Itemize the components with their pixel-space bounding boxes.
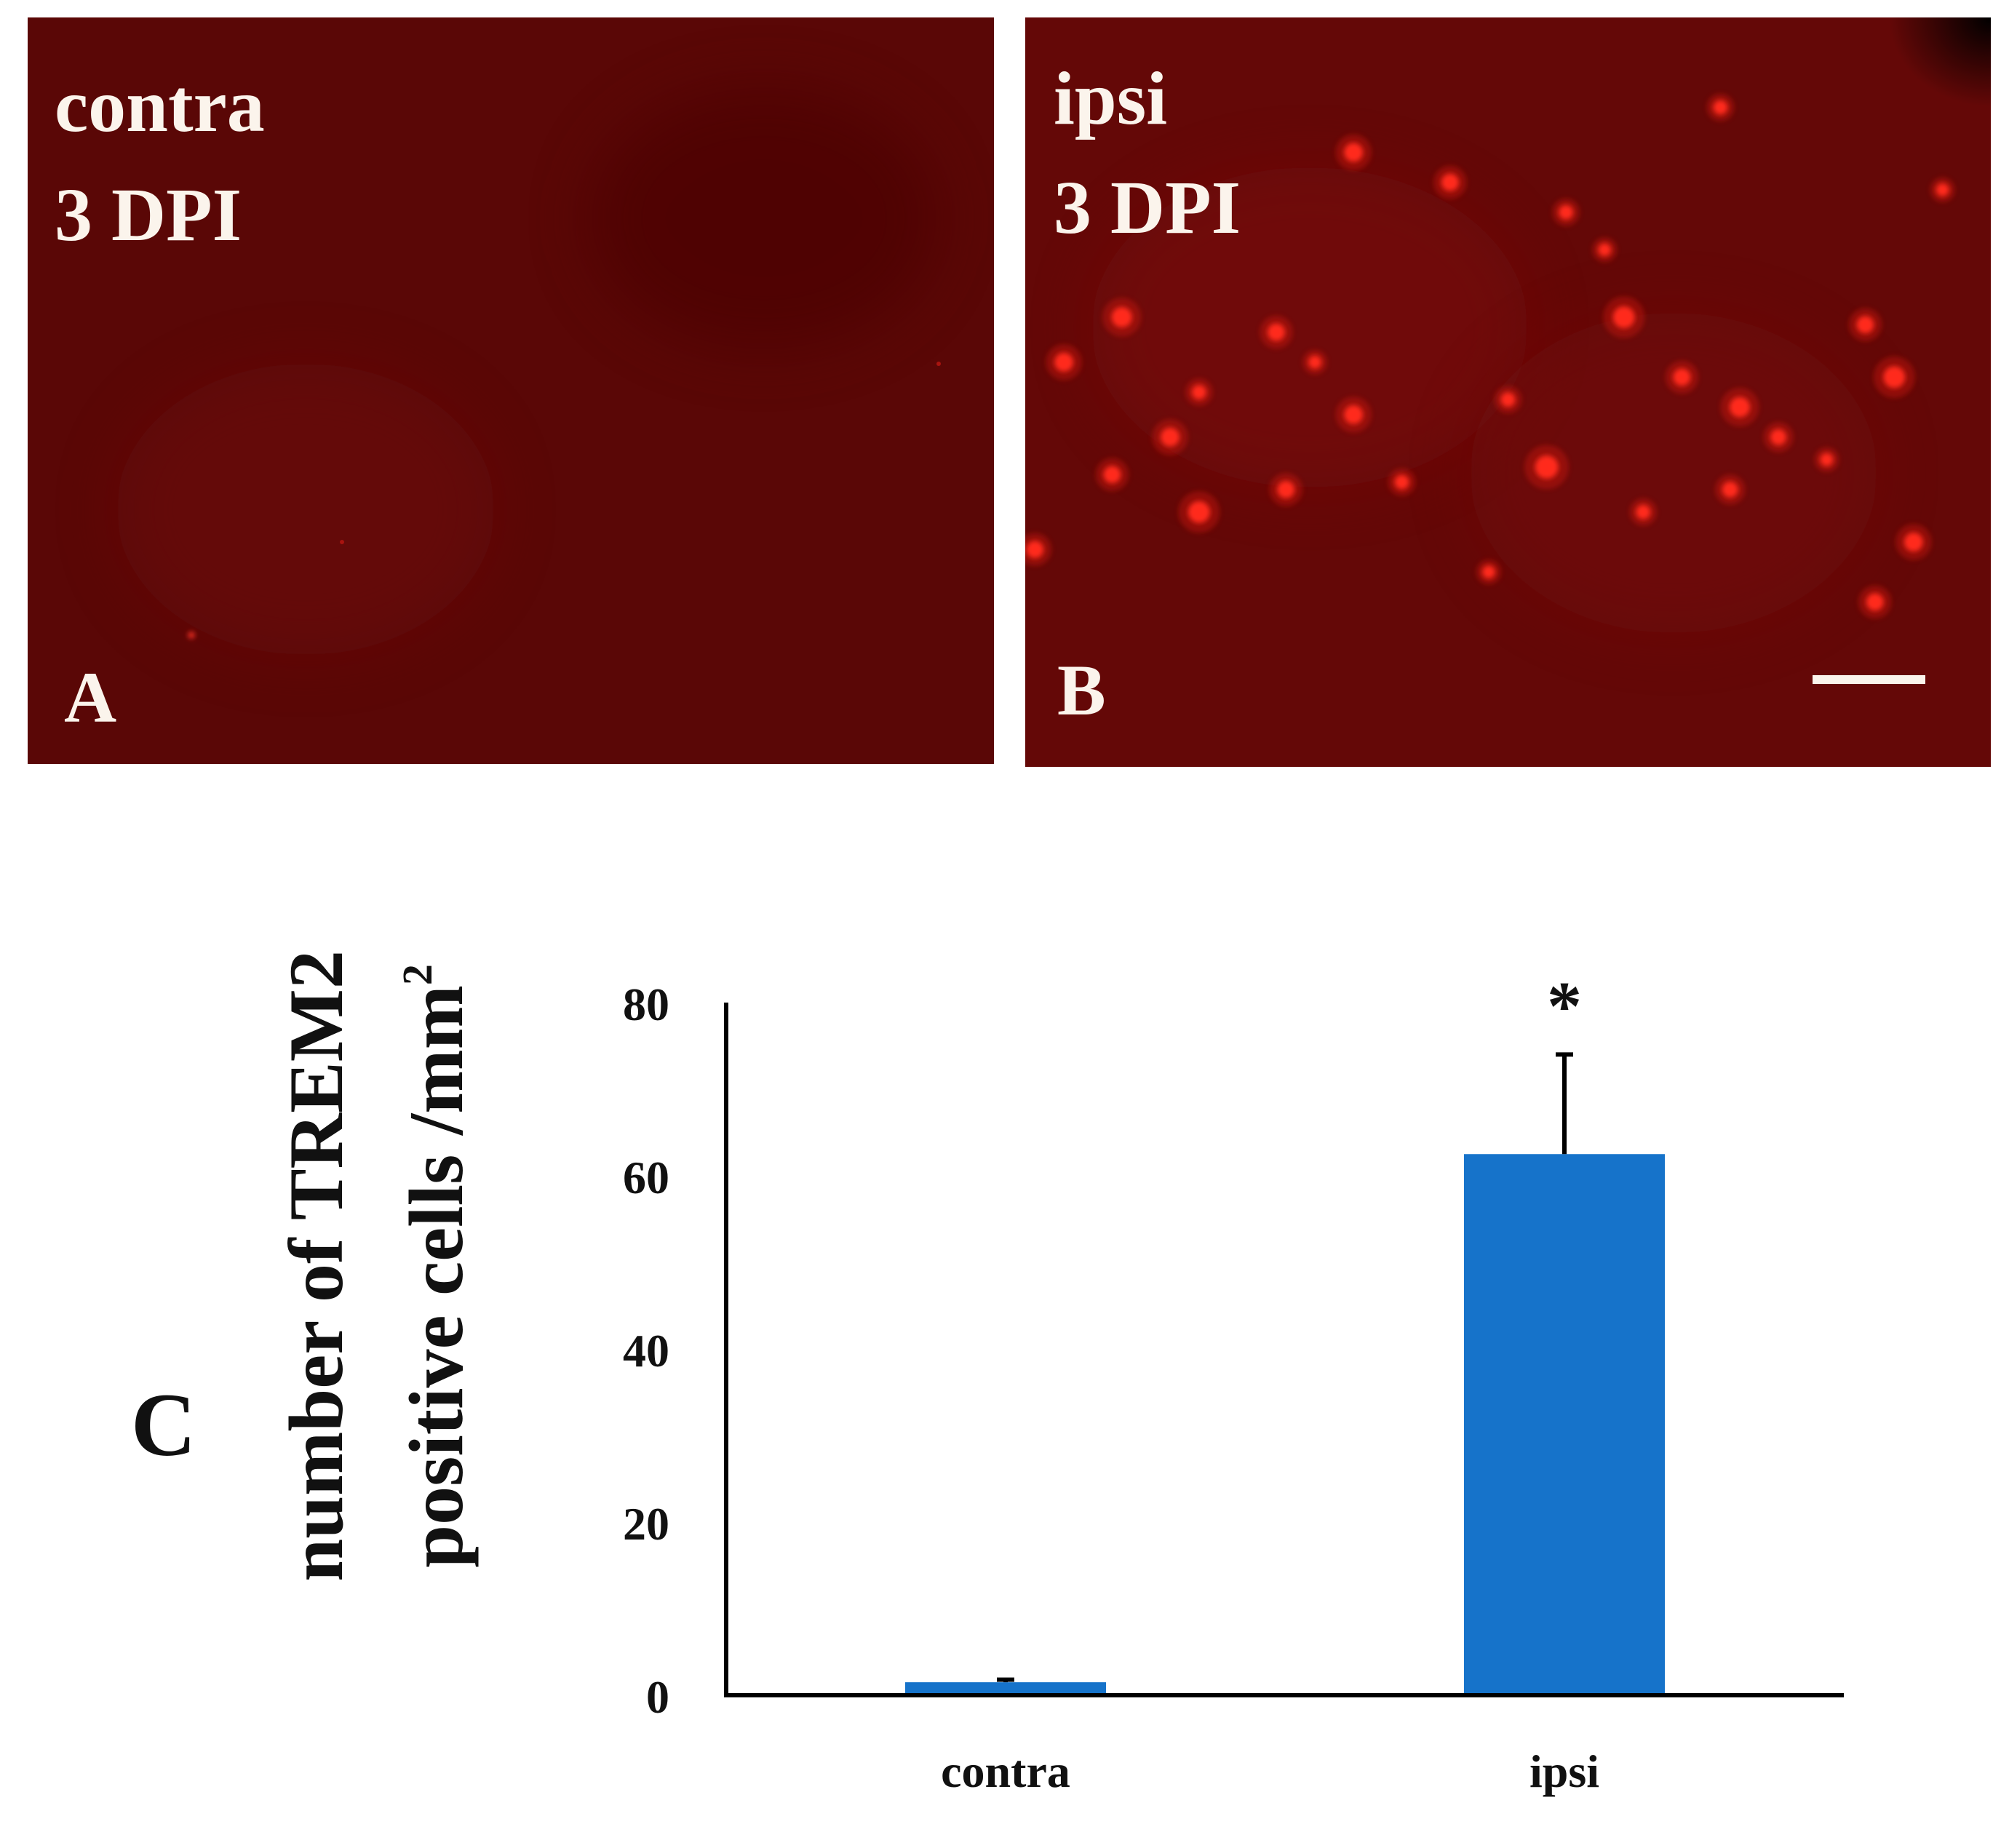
speck xyxy=(340,540,344,544)
panel-a-letter: A xyxy=(64,657,116,738)
x-tick-label-ipsi: ipsi xyxy=(1529,1745,1599,1797)
trem2-cell xyxy=(1441,173,1459,191)
trem2-cell xyxy=(1191,385,1206,399)
bar-contra xyxy=(905,1682,1106,1695)
trem2-cell xyxy=(1188,501,1210,523)
y-tick-label: 0 xyxy=(646,1671,669,1723)
trem2-cell xyxy=(1559,204,1574,220)
y-axis-title-line2: positive cells /mm2 xyxy=(394,964,479,1568)
trem2-cell xyxy=(1856,316,1874,334)
trem2-cell xyxy=(1713,100,1728,115)
trem2-cell xyxy=(1277,480,1295,498)
tissue-haze xyxy=(1091,167,1528,487)
trem2-cell xyxy=(1883,366,1906,389)
trem2-cell xyxy=(1344,143,1364,162)
trem2-cell xyxy=(1481,565,1495,579)
tissue-haze xyxy=(589,87,939,349)
tissue-haze xyxy=(116,364,495,655)
bar-ipsi xyxy=(1464,1154,1665,1695)
y-tick-label: 80 xyxy=(623,979,669,1030)
trem2-cell xyxy=(1308,355,1322,369)
trem2-cell xyxy=(1936,183,1949,196)
speck xyxy=(188,632,195,639)
trem2-cell xyxy=(1729,397,1750,418)
trem2-cell xyxy=(1500,392,1516,407)
y-tick-label: 60 xyxy=(623,1152,669,1203)
bars xyxy=(905,1154,1665,1695)
y-tick-label: 40 xyxy=(623,1325,669,1377)
trem2-cell xyxy=(1268,323,1286,341)
trem2-cell xyxy=(1770,429,1787,445)
trem2-cell xyxy=(1636,504,1651,519)
panel-b-letter: B xyxy=(1057,650,1106,730)
trem2-cell xyxy=(1866,593,1884,611)
speck xyxy=(936,362,941,366)
trem2-cell xyxy=(1161,427,1180,447)
panel-b-condition-label: ipsi xyxy=(1054,57,1167,140)
significance-markers: * xyxy=(1547,967,1582,1045)
trem2-cell xyxy=(1344,405,1364,424)
trem2-cell xyxy=(1054,352,1074,372)
trem2-cell xyxy=(1394,474,1409,490)
error-bars xyxy=(997,1052,1573,1683)
y-ticks: 0 20 40 60 80 xyxy=(623,979,669,1723)
bar-chart: 0 20 40 60 80 contra ipsi * xyxy=(623,967,1844,1797)
tissue-haze xyxy=(1470,313,1877,633)
panel-b-timepoint-label: 3 DPI xyxy=(1054,166,1241,250)
trem2-cell xyxy=(1903,533,1923,551)
trem2-cell xyxy=(1598,243,1612,257)
trem2-cell xyxy=(1722,481,1738,498)
x-tick-labels: contra ipsi xyxy=(941,1745,1599,1797)
dark-corner xyxy=(1700,17,1991,272)
trem2-cell xyxy=(1111,307,1132,327)
y-tick-label: 20 xyxy=(623,1498,669,1550)
panel-a-timepoint-label: 3 DPI xyxy=(55,173,242,257)
trem2-cell xyxy=(1673,368,1691,386)
trem2-cell xyxy=(1612,306,1635,328)
trem2-cells xyxy=(1025,93,1955,619)
significance-asterisk: * xyxy=(1547,967,1582,1045)
trem2-cell xyxy=(1820,453,1834,466)
y-axis-title-line1: number of TREM2 xyxy=(274,950,359,1582)
x-tick-label-contra: contra xyxy=(941,1745,1070,1797)
trem2-cell xyxy=(1103,466,1121,484)
trem2-cell xyxy=(1026,541,1044,559)
y-axis-title-line2-text: positive cells /mm xyxy=(394,985,479,1568)
micrograph-panel-contra: contra 3 DPI A xyxy=(28,17,994,764)
panel-a-condition-label: contra xyxy=(55,64,265,148)
panel-c-letter: C xyxy=(131,1375,196,1475)
y-axis-title-superscript: 2 xyxy=(394,964,441,985)
micrograph-panel-ipsi: ipsi 3 DPI B xyxy=(1025,17,1991,767)
trem2-cell xyxy=(1535,455,1559,479)
